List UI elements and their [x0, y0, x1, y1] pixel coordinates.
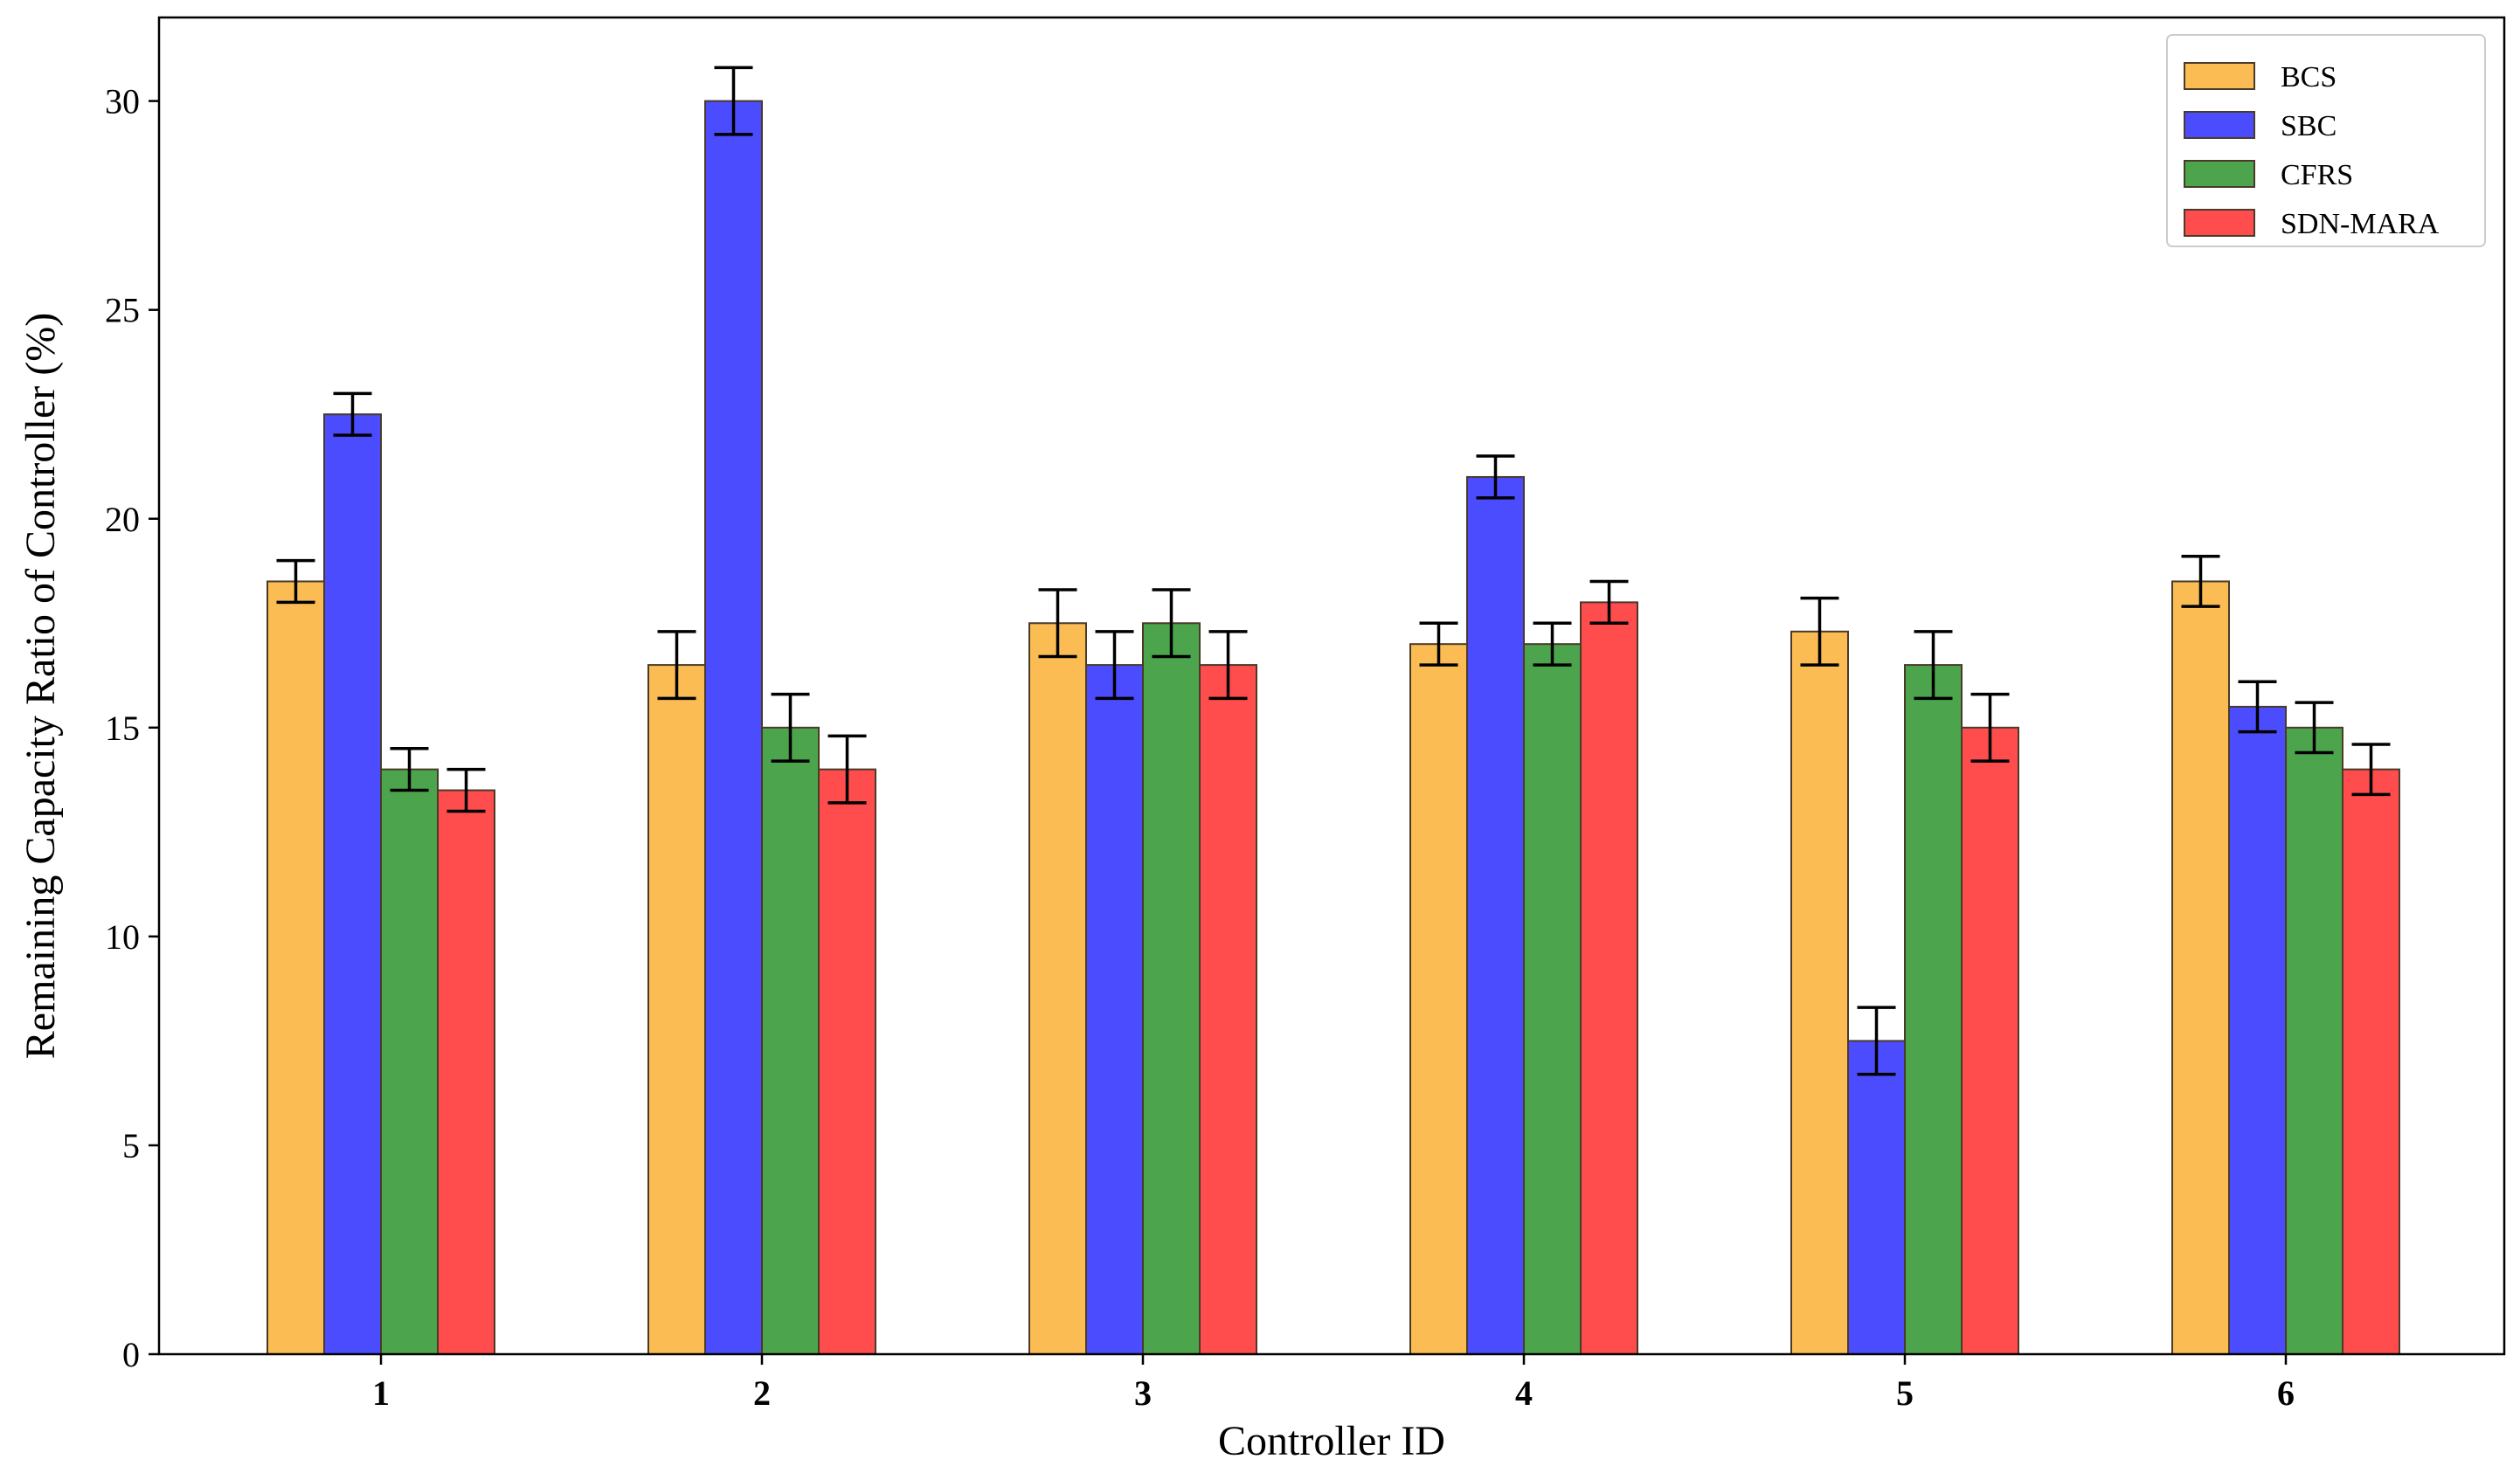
bar-sdn-mara-4: [1580, 601, 1638, 1355]
y-tick-label: 25: [105, 291, 140, 330]
y-axis: 0 5 10 15 20 25 30: [105, 82, 159, 1374]
legend-swatch-cfrs: [2184, 160, 2255, 188]
y-tick-label: 0: [122, 1335, 140, 1374]
bars-layer: [267, 100, 2400, 1355]
bar-sbc-3: [1085, 664, 1144, 1355]
error-bars-layer: [276, 66, 2391, 1076]
error-bar-cfrs-3: [1152, 588, 1191, 659]
bar-bcs-2: [647, 664, 706, 1355]
bar-cfrs-2: [761, 726, 820, 1355]
legend-label-cfrs: CFRS: [2281, 159, 2353, 191]
error-bar-bcs-1: [276, 558, 315, 605]
error-bar-sdn-mara-4: [1589, 579, 1629, 626]
x-tick-label: 4: [1515, 1373, 1533, 1413]
error-bar-bcs-2: [657, 630, 696, 701]
y-tick-label: 5: [122, 1126, 140, 1165]
y-tick-label: 30: [105, 82, 140, 121]
plot-frame: [157, 16, 2506, 1356]
y-tick-label: 10: [105, 917, 140, 957]
bar-sdn-mara-3: [1199, 664, 1257, 1355]
bar-sbc-6: [2228, 705, 2287, 1355]
error-bar-sdn-mara-6: [2351, 743, 2391, 797]
x-axis-title: Controller ID: [1218, 1418, 1445, 1464]
error-bar-sbc-6: [2238, 680, 2277, 734]
error-bar-bcs-5: [1800, 596, 1839, 667]
error-bar-cfrs-6: [2295, 701, 2334, 755]
legend-swatch-sdn-mara: [2184, 209, 2255, 237]
bar-sdn-mara-2: [818, 768, 876, 1355]
bar-sdn-mara-5: [1961, 726, 2019, 1355]
error-bar-sdn-mara-1: [447, 767, 486, 813]
x-axis: 1 2 3 4 5 6: [372, 1354, 2295, 1413]
bar-bcs-4: [1409, 643, 1468, 1355]
bar-sbc-4: [1466, 475, 1525, 1355]
bar-bcs-3: [1028, 622, 1087, 1355]
x-tick-label: 5: [1896, 1373, 1914, 1413]
bar-cfrs-3: [1142, 622, 1201, 1355]
error-bar-sbc-3: [1095, 630, 1134, 701]
x-tick-label: 2: [753, 1373, 771, 1413]
x-tick-label: 1: [372, 1373, 390, 1413]
error-bar-cfrs-5: [1914, 630, 1953, 701]
bar-cfrs-1: [380, 768, 439, 1355]
bar-bcs-5: [1790, 630, 1849, 1355]
error-bar-sdn-mara-5: [1970, 692, 2010, 763]
error-bar-bcs-3: [1038, 588, 1077, 659]
error-bar-cfrs-2: [771, 692, 810, 763]
error-bar-sbc-2: [714, 66, 753, 136]
error-bar-sbc-5: [1857, 1006, 1896, 1076]
x-tick-label: 3: [1134, 1373, 1152, 1413]
legend-label-bcs: BCS: [2281, 61, 2337, 93]
bar-sdn-mara-1: [437, 789, 495, 1355]
error-bar-bcs-4: [1419, 621, 1458, 667]
bar-sbc-1: [323, 413, 382, 1355]
bar-sbc-5: [1847, 1040, 1906, 1355]
error-bar-bcs-6: [2181, 555, 2220, 608]
legend-label-sdn-mara: SDN-MARA: [2281, 208, 2440, 240]
error-bar-cfrs-1: [390, 746, 429, 792]
error-bar-sbc-4: [1476, 454, 1515, 500]
bar-sbc-2: [704, 100, 763, 1355]
error-bar-sdn-mara-2: [827, 734, 867, 805]
y-tick-label: 15: [105, 709, 140, 748]
bar-cfrs-6: [2285, 726, 2343, 1355]
error-bar-sbc-1: [333, 391, 372, 437]
bar-sdn-mara-6: [2342, 768, 2400, 1355]
bar-bcs-1: [267, 580, 325, 1355]
y-axis-title: Remaining Capacity Ratio of Controller (…: [17, 313, 64, 1059]
legend-swatch-bcs: [2184, 62, 2255, 90]
bar-bcs-6: [2171, 580, 2230, 1355]
legend-label-sbc: SBC: [2281, 110, 2337, 142]
error-bar-sdn-mara-3: [1208, 630, 1248, 701]
y-tick-label: 20: [105, 500, 140, 539]
error-bar-cfrs-4: [1533, 621, 1572, 667]
bar-cfrs-4: [1523, 643, 1582, 1355]
bar-cfrs-5: [1904, 664, 1963, 1355]
x-tick-label: 6: [2277, 1373, 2295, 1413]
legend: BCS SBC CFRS SDN-MARA: [2166, 34, 2486, 247]
legend-swatch-sbc: [2184, 111, 2255, 139]
